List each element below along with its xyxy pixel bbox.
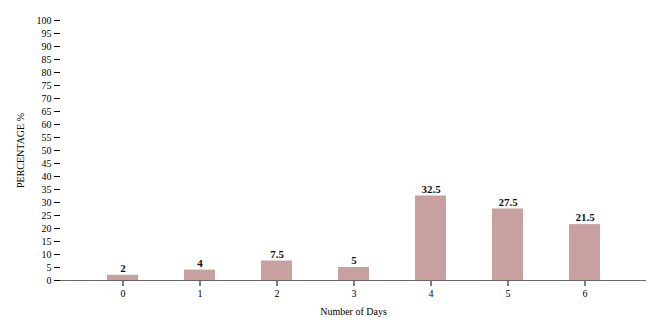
svg-text:27.5: 27.5	[498, 196, 518, 208]
svg-text:10: 10	[42, 249, 52, 260]
svg-text:4: 4	[429, 288, 434, 299]
svg-text:85: 85	[42, 54, 52, 65]
svg-text:75: 75	[42, 80, 52, 91]
svg-text:70: 70	[42, 93, 52, 104]
svg-text:50: 50	[42, 145, 52, 156]
svg-text:5: 5	[47, 262, 52, 273]
svg-text:0: 0	[121, 288, 126, 299]
svg-text:90: 90	[42, 41, 52, 52]
svg-text:95: 95	[42, 28, 52, 39]
svg-text:21.5: 21.5	[575, 211, 595, 223]
svg-text:1: 1	[198, 288, 203, 299]
svg-text:PERCENTAGE %: PERCENTAGE %	[15, 113, 26, 188]
svg-text:6: 6	[583, 288, 588, 299]
svg-text:40: 40	[42, 171, 52, 182]
svg-text:65: 65	[42, 106, 52, 117]
svg-text:30: 30	[42, 197, 52, 208]
svg-text:45: 45	[42, 158, 52, 169]
svg-text:Number of Days: Number of Days	[320, 306, 387, 317]
svg-text:100: 100	[37, 15, 52, 26]
svg-text:7.5: 7.5	[270, 248, 284, 260]
svg-text:35: 35	[42, 184, 52, 195]
svg-text:25: 25	[42, 210, 52, 221]
svg-text:60: 60	[42, 119, 52, 130]
svg-text:55: 55	[42, 132, 52, 143]
svg-text:5: 5	[351, 254, 357, 266]
svg-text:20: 20	[42, 223, 52, 234]
svg-text:5: 5	[506, 288, 511, 299]
svg-text:15: 15	[42, 236, 52, 247]
svg-text:2: 2	[120, 262, 126, 274]
svg-text:4: 4	[197, 257, 203, 269]
svg-text:3: 3	[352, 288, 357, 299]
svg-text:80: 80	[42, 67, 52, 78]
svg-text:32.5: 32.5	[421, 183, 441, 195]
svg-text:2: 2	[275, 288, 280, 299]
svg-text:0: 0	[47, 275, 52, 286]
